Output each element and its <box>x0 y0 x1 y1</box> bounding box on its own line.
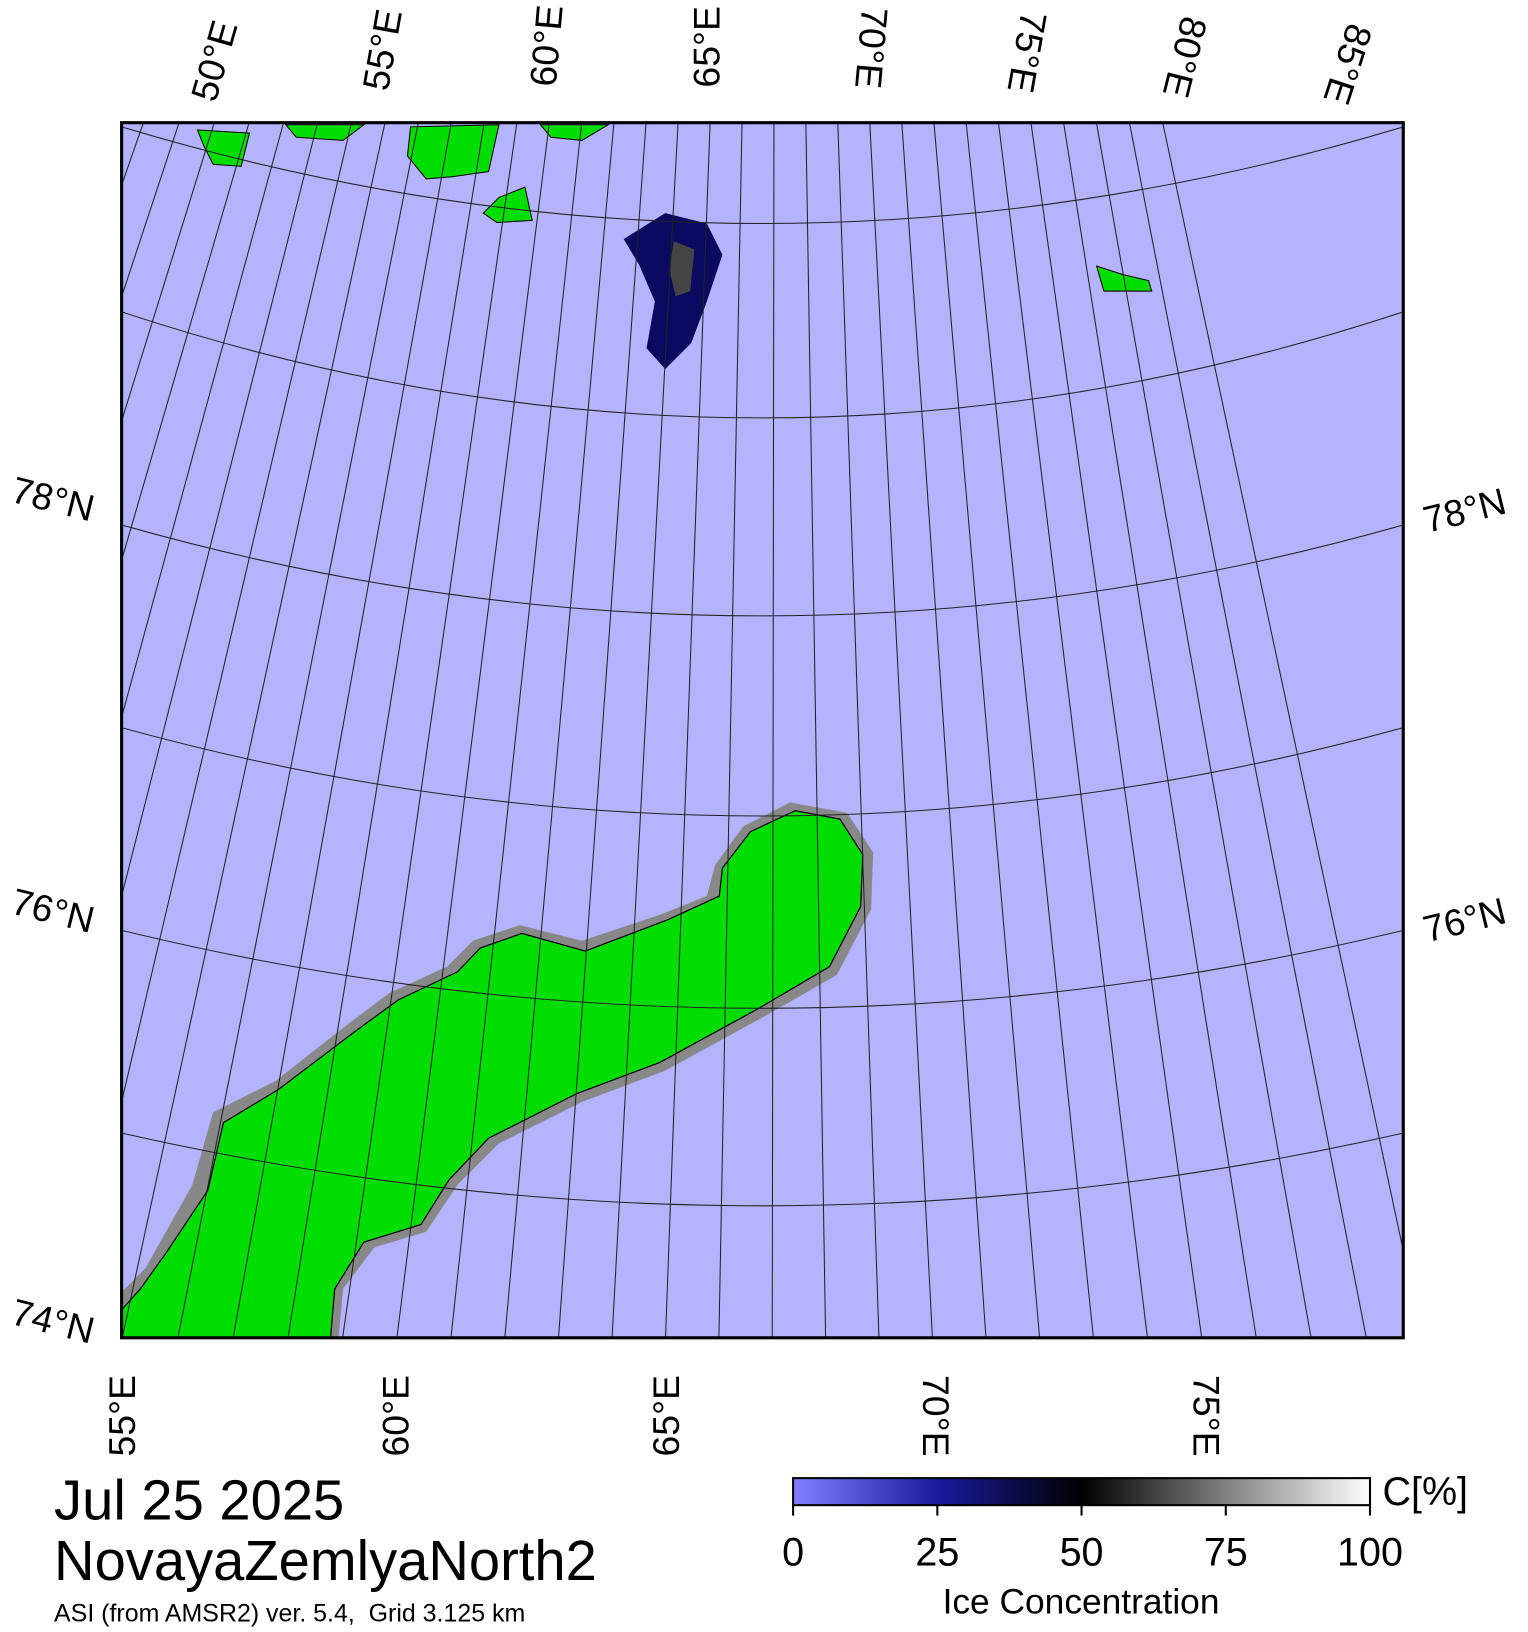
meridian <box>342 122 518 1338</box>
meridian <box>1030 122 1203 1338</box>
land <box>482 186 533 224</box>
colorbar-tick-label: 50 <box>1060 1530 1104 1574</box>
colorbar-unit: C[%] <box>1382 1470 1468 1514</box>
land <box>121 810 864 1338</box>
lon-label: 55°E <box>354 6 410 94</box>
parallel <box>121 524 1404 617</box>
meridian <box>177 122 419 1338</box>
colorbar-label: Ice Concentration <box>943 1582 1220 1621</box>
land <box>539 124 610 141</box>
lat-label: 78°N <box>7 468 98 529</box>
colorbar-tick-label: 25 <box>915 1530 959 1574</box>
meridian <box>121 122 352 1105</box>
colorbar-tick-label: 0 <box>782 1530 804 1574</box>
lat-label: 76°N <box>7 880 98 941</box>
meridian <box>504 122 615 1338</box>
date: Jul 25 2025 <box>54 1469 344 1532</box>
lon-label: 70°E <box>915 1375 957 1457</box>
meridian <box>901 122 987 1338</box>
sea-ice <box>669 241 695 297</box>
meridian <box>611 122 679 1338</box>
meridian <box>287 122 485 1338</box>
lon-label: 70°E <box>847 5 896 90</box>
land <box>284 124 366 141</box>
meridian <box>450 122 583 1338</box>
sea-ice <box>623 213 723 370</box>
land <box>406 124 500 180</box>
parallel <box>121 311 1404 419</box>
map-area <box>121 122 1404 1338</box>
parallel <box>121 727 1404 817</box>
meridian <box>232 122 452 1338</box>
lat-label: 78°N <box>1419 480 1510 541</box>
graticule <box>121 122 1404 1338</box>
colorbar: C[%] Ice Concentration 0 25 50 75 100 <box>782 1470 1468 1621</box>
parallel <box>121 1132 1404 1207</box>
lon-label: 75°E <box>1185 1375 1227 1457</box>
colorbar-tick-label: 100 <box>1337 1530 1403 1574</box>
meridian <box>1162 122 1404 1254</box>
meridian <box>933 122 1041 1338</box>
colorbar-ramp <box>792 1477 1372 1507</box>
meridian <box>1063 122 1257 1338</box>
meridian <box>869 122 933 1338</box>
parallel <box>121 929 1404 1009</box>
lat-label: 74°N <box>7 1291 98 1352</box>
land <box>196 129 251 167</box>
source-note: ASI (from AMSR2) ver. 5.4, Grid 3.125 km <box>54 1600 525 1628</box>
meridian <box>965 122 1094 1338</box>
meridian <box>805 122 827 1338</box>
meridian <box>1128 122 1367 1338</box>
lon-label: 80°E <box>1155 13 1215 102</box>
meridian <box>837 122 880 1338</box>
map-frame <box>120 121 1405 1340</box>
lon-label: 65°E <box>645 1375 687 1457</box>
region-name: NovayaZemlyaNorth2 <box>54 1529 597 1592</box>
lon-label: 60°E <box>375 1375 417 1457</box>
meridian <box>997 122 1148 1338</box>
meridian <box>396 122 550 1338</box>
meridian <box>665 122 711 1338</box>
parallel <box>121 126 1404 224</box>
lon-label: 65°E <box>685 6 727 88</box>
lon-label: 55°E <box>101 1375 143 1457</box>
lon-label: 75°E <box>1000 8 1056 96</box>
meridian <box>557 122 647 1338</box>
lon-label: 60°E <box>522 3 571 88</box>
lon-label: 50°E <box>183 16 246 106</box>
meridian <box>771 122 775 1338</box>
lat-label: 76°N <box>1419 889 1510 950</box>
meridian <box>718 122 743 1338</box>
lon-label: 85°E <box>1315 19 1380 110</box>
meridian <box>1095 122 1312 1338</box>
meridian <box>121 122 386 1338</box>
colorbar-tick-label: 75 <box>1204 1530 1248 1574</box>
